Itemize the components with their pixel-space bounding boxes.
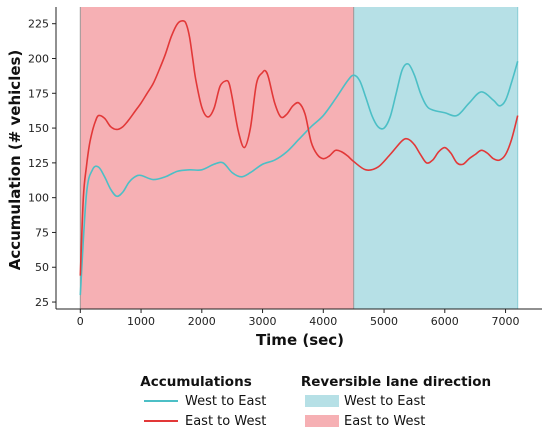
legend-title: Reversible lane direction xyxy=(301,374,491,390)
series-lines xyxy=(79,20,519,296)
axes: 25 50 75 100 125 150 175 200 225 0 1000 2000 3000 400… xyxy=(28,7,542,328)
legend-entry-label: West to East xyxy=(344,394,425,409)
region-1 xyxy=(353,7,518,309)
y-tick-label: 25 xyxy=(35,296,49,309)
y-tick-label: 225 xyxy=(28,18,49,31)
x-tick-label: 7000 xyxy=(492,315,520,328)
y-tick-label: 100 xyxy=(28,192,49,205)
y-tick-label: 200 xyxy=(28,52,49,65)
legend-entry-label: East to West xyxy=(344,414,425,429)
legend-title: Accumulations xyxy=(140,374,251,390)
x-tick-label: 4000 xyxy=(309,315,337,328)
region-0 xyxy=(80,7,354,309)
y-tick-label: 50 xyxy=(35,261,49,274)
legend-entry-label: West to East xyxy=(185,394,266,409)
x-tick-label: 6000 xyxy=(431,315,459,328)
legend: Accumulations West to East East to West Rev… xyxy=(140,374,491,429)
legend-patch-swatch xyxy=(305,415,339,427)
legend-entry-label: East to West xyxy=(185,414,266,429)
x-tick-label: 2000 xyxy=(188,315,216,328)
x-axis-label: Time (sec) xyxy=(256,331,344,349)
y-tick-label: 150 xyxy=(28,122,49,135)
legend-patch-swatch xyxy=(305,395,339,407)
x-tick-label: 3000 xyxy=(249,315,277,328)
x-tick-label: 0 xyxy=(77,315,84,328)
y-tick-label: 75 xyxy=(35,226,49,239)
x-tick-label: 1000 xyxy=(127,315,155,328)
direction-regions xyxy=(79,7,519,309)
x-tick-label: 5000 xyxy=(370,315,398,328)
series-line-west-to-east xyxy=(79,61,519,296)
series-line-east-to-west xyxy=(79,20,519,276)
y-axis-label: Accumulation (# vehicles) xyxy=(6,50,24,271)
y-tick-label: 175 xyxy=(28,87,49,100)
y-tick-label: 125 xyxy=(28,157,49,170)
